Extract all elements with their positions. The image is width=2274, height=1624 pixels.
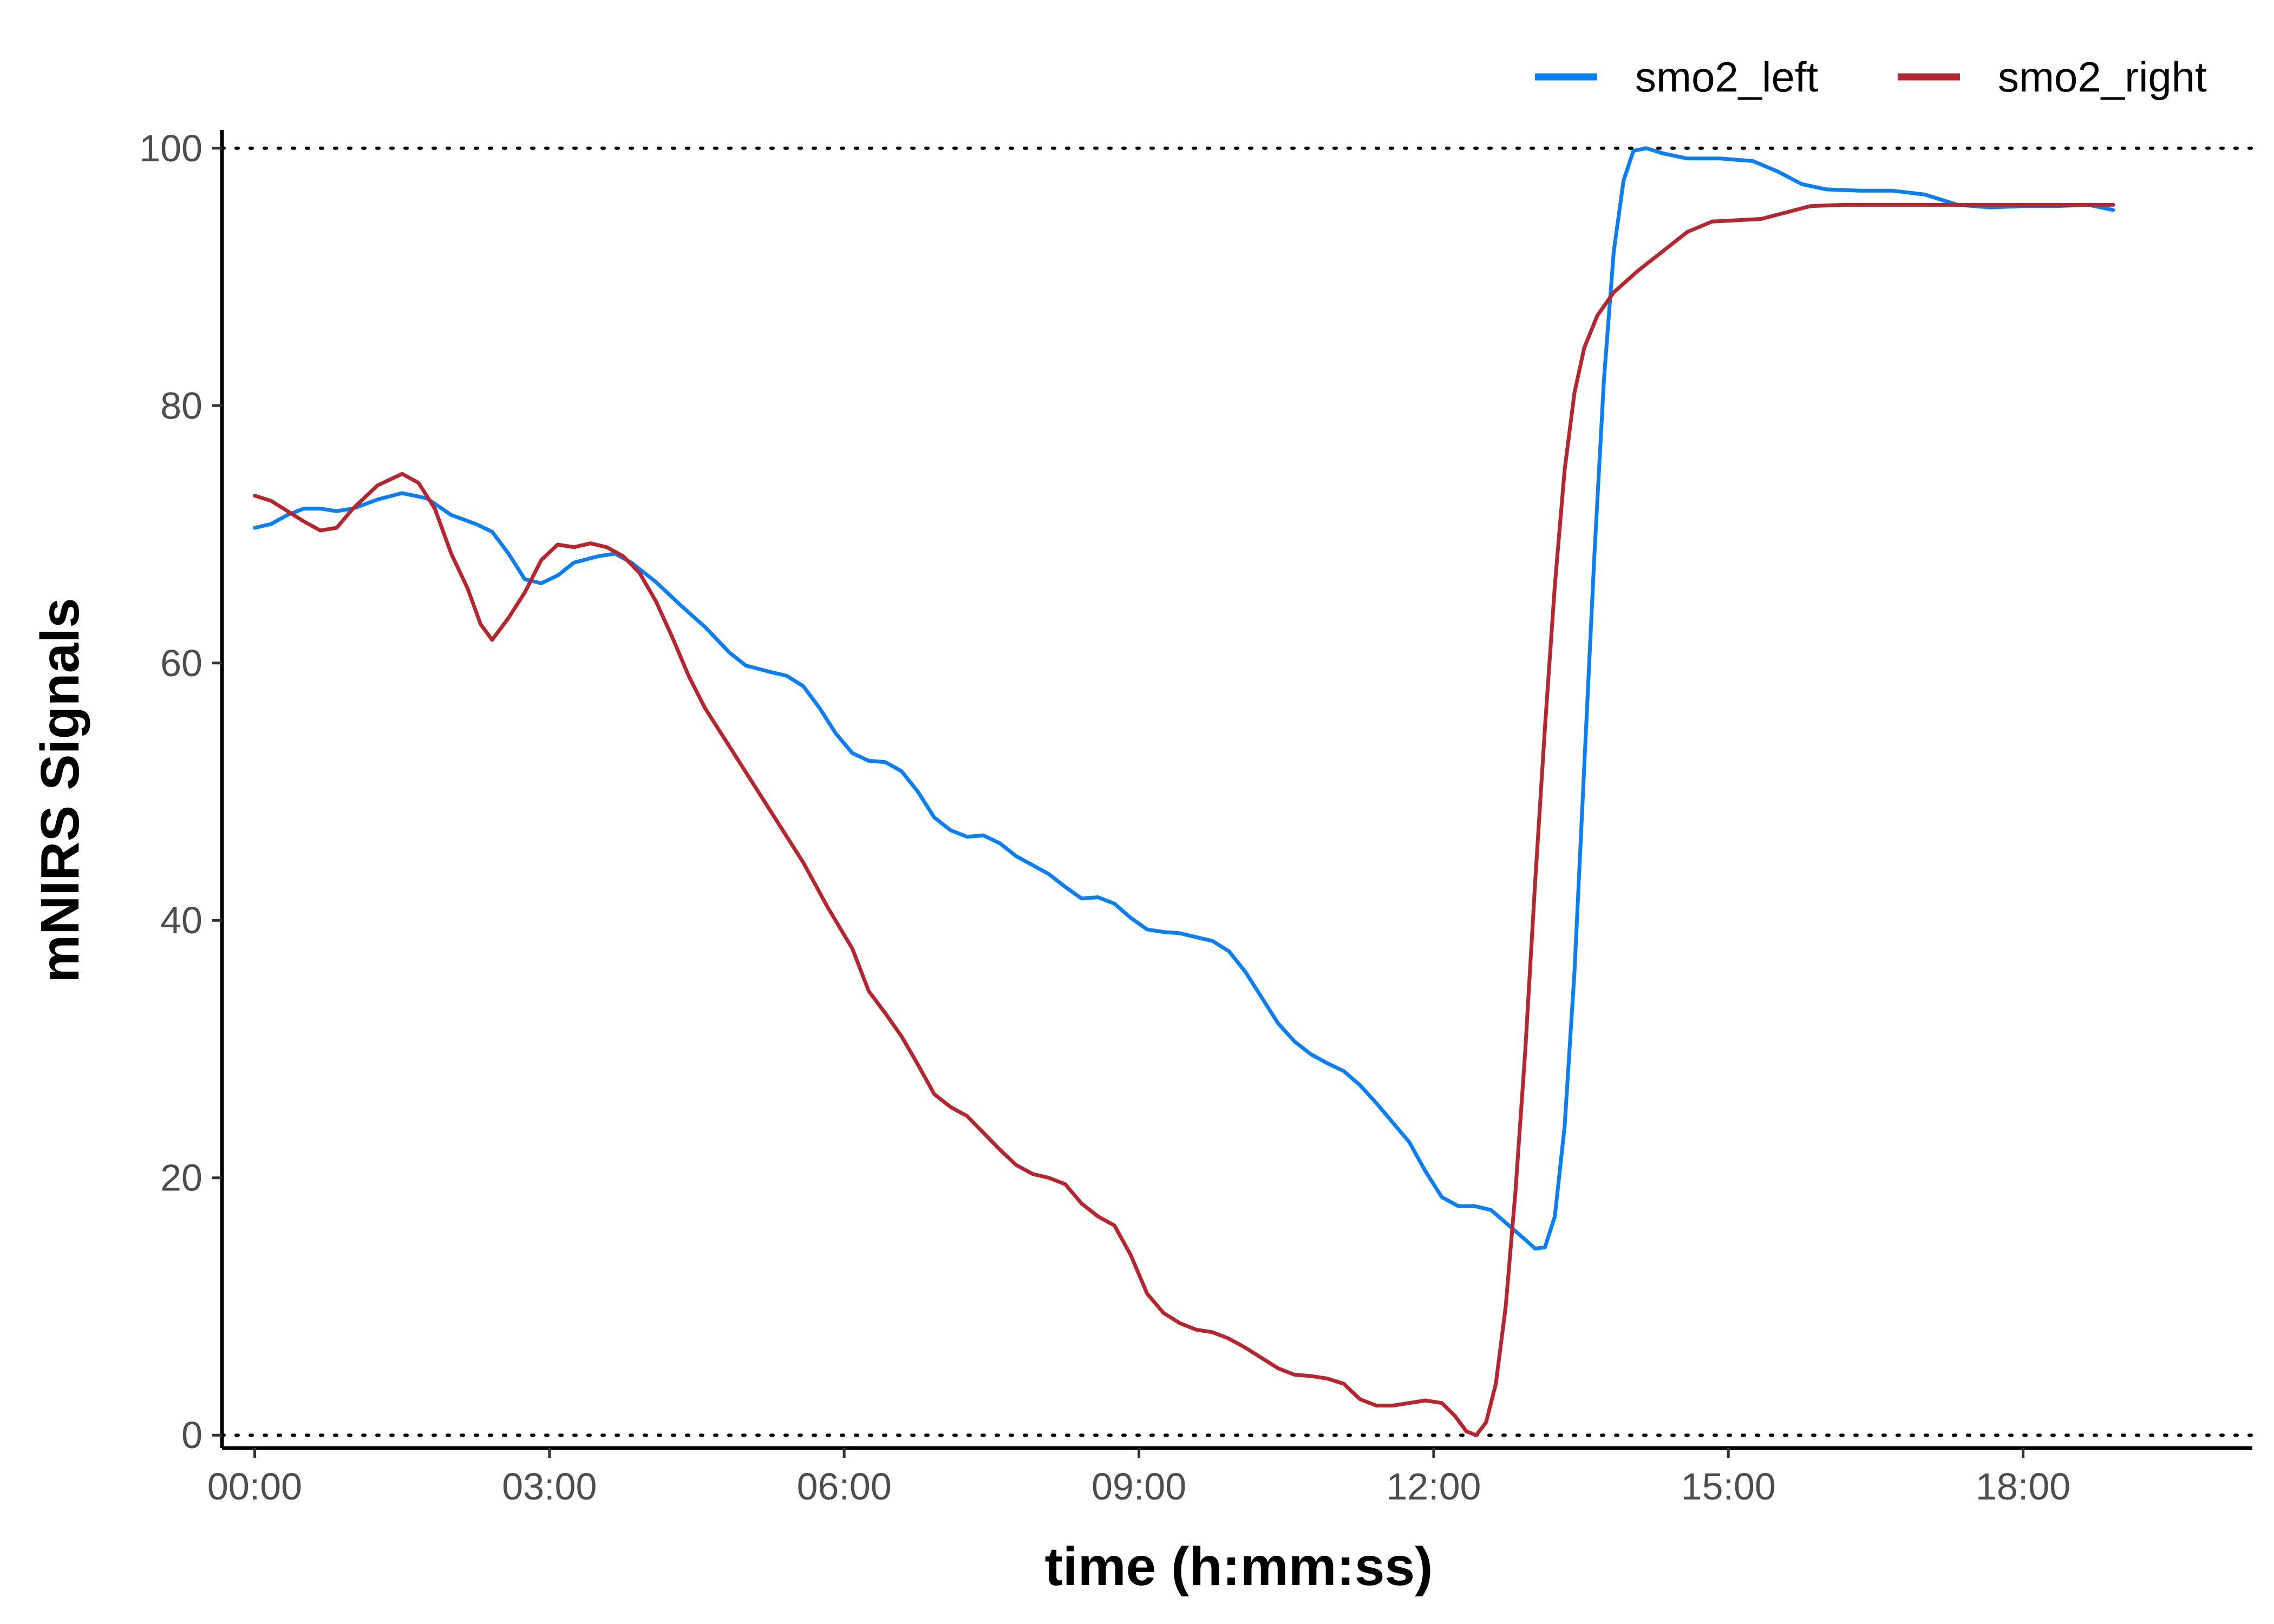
y-tick-label: 100 (139, 127, 202, 169)
legend-label-smo2_right: smo2_right (1998, 53, 2207, 101)
y-tick-label: 20 (160, 1157, 202, 1199)
series-line-smo2_left (253, 146, 2115, 1250)
y-axis-title: mNIRS Signals (30, 598, 90, 983)
series-lines (253, 146, 2115, 1437)
x-tick-label: 06:00 (797, 1465, 892, 1508)
x-axis-ticks: 00:00 03:00 06:00 09:00 12:00 15:00 18:00 (207, 1448, 2070, 1508)
y-tick-label: 80 (160, 384, 202, 427)
x-tick-label: 09:00 (1092, 1465, 1186, 1508)
y-axis-ticks: 0 20 40 60 80 100 (139, 127, 222, 1456)
series-line-smo2_right (253, 202, 2115, 1437)
axes (220, 130, 2252, 1450)
y-tick-label: 40 (160, 899, 202, 941)
x-axis-title: time (h:mm:ss) (1045, 1536, 1433, 1597)
x-tick-label: 18:00 (1976, 1465, 2070, 1508)
y-tick-label: 60 (160, 642, 202, 684)
x-tick-label: 03:00 (502, 1465, 597, 1508)
legend-label-smo2_left: smo2_left (1635, 53, 1818, 101)
reference-lines (220, 146, 2254, 1437)
legend: smo2_left smo2_right (1535, 53, 2207, 101)
y-tick-label: 0 (181, 1414, 202, 1456)
x-tick-label: 12:00 (1386, 1465, 1481, 1508)
x-tick-label: 15:00 (1681, 1465, 1776, 1508)
x-tick-label: 00:00 (207, 1465, 302, 1508)
